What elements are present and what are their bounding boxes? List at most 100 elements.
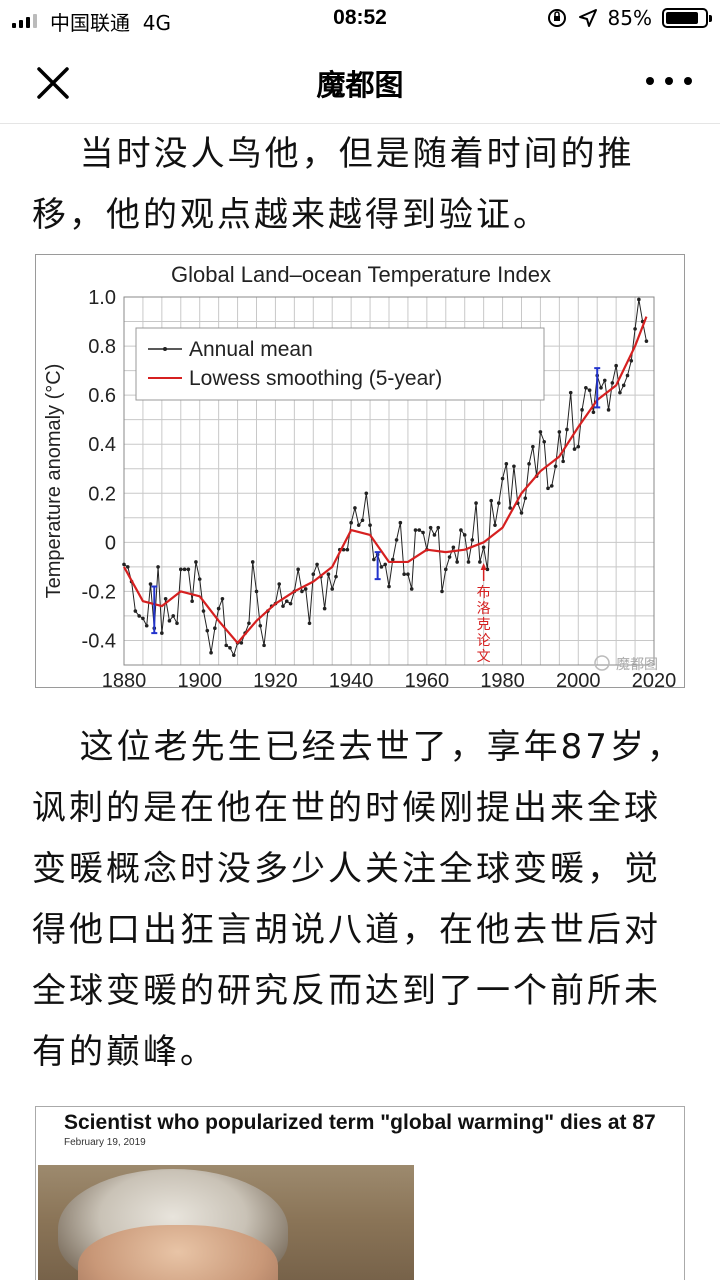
y-tick-label: 1.0 xyxy=(88,287,116,309)
annual-mean-point xyxy=(262,643,266,648)
annual-mean-point xyxy=(459,528,463,532)
annual-mean-point xyxy=(148,582,153,586)
annual-mean-point xyxy=(432,533,437,537)
annual-mean-point xyxy=(557,430,562,434)
annual-mean-point xyxy=(512,464,516,469)
orientation-lock-icon xyxy=(547,9,566,27)
annual-mean-point xyxy=(602,378,607,383)
annual-mean-point xyxy=(315,562,319,567)
annual-mean-point xyxy=(618,390,622,395)
battery-icon xyxy=(662,8,712,28)
annotation-char: 文 xyxy=(477,649,491,665)
annual-mean-point xyxy=(496,501,501,505)
annual-mean-point xyxy=(462,533,467,537)
annual-mean-point xyxy=(390,557,395,562)
annual-mean-point xyxy=(549,484,554,488)
annual-mean-point xyxy=(171,614,176,618)
annual-mean-point xyxy=(387,584,391,589)
annual-mean-point xyxy=(485,567,490,572)
article-paragraph-2: 这位老先生已经去世了，享年87岁，讽刺的是在他在世的时候刚提出来全球变暖概念时没… xyxy=(32,727,684,1072)
annual-mean-point xyxy=(428,525,433,530)
status-bar: 中国联通 4G 08:52 85% xyxy=(0,0,720,40)
annual-mean-point xyxy=(493,523,497,527)
close-button[interactable] xyxy=(30,60,76,106)
annual-mean-point xyxy=(178,567,183,572)
annual-mean-point xyxy=(296,567,300,572)
annual-mean-point xyxy=(247,621,251,626)
annual-mean-point xyxy=(360,518,365,523)
annual-mean-point xyxy=(489,498,494,503)
annual-mean-point xyxy=(379,565,384,569)
y-tick-label: 0 xyxy=(105,532,116,554)
annual-mean-point xyxy=(584,385,588,390)
y-tick-label: 0.6 xyxy=(88,385,116,407)
annual-mean-point xyxy=(156,565,160,569)
annual-mean-point xyxy=(572,447,577,451)
annual-mean-point xyxy=(443,567,448,572)
battery-percent: 85% xyxy=(607,6,652,30)
annual-mean-point xyxy=(288,601,293,606)
annual-mean-point xyxy=(565,427,569,432)
watermark-icon xyxy=(594,655,610,671)
annual-mean-point xyxy=(133,609,138,613)
annual-mean-point xyxy=(440,589,444,594)
annual-mean-point xyxy=(466,560,471,564)
annual-mean-point xyxy=(137,614,141,618)
annual-mean-point xyxy=(413,528,418,532)
annual-mean-point xyxy=(231,653,236,657)
annual-mean-point xyxy=(186,567,191,572)
annual-mean-point xyxy=(175,621,179,626)
legend-annual-marker xyxy=(163,347,167,351)
annual-mean-point xyxy=(144,623,149,628)
page-title: 魔都图 xyxy=(316,68,404,102)
legend-annual-label: Annual mean xyxy=(189,338,313,361)
carrier-name: 中国联通 xyxy=(50,11,130,35)
annual-mean-point xyxy=(205,628,210,633)
x-tick-label: 1880 xyxy=(102,670,147,689)
y-tick-label: 0.4 xyxy=(88,434,116,456)
annual-mean-point xyxy=(300,589,304,594)
annual-mean-point xyxy=(542,439,547,444)
annual-mean-point xyxy=(326,572,331,577)
annual-mean-point xyxy=(250,560,255,564)
annual-mean-point xyxy=(284,599,289,604)
more-icon xyxy=(646,77,654,85)
annual-mean-point xyxy=(197,577,202,581)
annual-mean-point xyxy=(481,545,486,550)
annual-mean-point xyxy=(228,646,232,650)
annotation-char: 布 xyxy=(477,585,491,601)
watermark-text: 魔都图 xyxy=(616,657,658,673)
annual-mean-point xyxy=(394,538,399,542)
annual-mean-point xyxy=(330,587,335,591)
legend-box xyxy=(135,327,545,401)
annual-mean-point xyxy=(576,444,581,449)
annual-mean-point xyxy=(322,606,327,611)
annotation-arrowhead xyxy=(480,563,487,570)
annual-mean-point xyxy=(599,385,603,390)
annual-mean-point xyxy=(504,462,509,466)
annual-mean-point xyxy=(125,565,130,569)
annotation-char: 论 xyxy=(477,633,491,649)
y-tick-label: 0.8 xyxy=(88,336,116,358)
annual-mean-point xyxy=(610,381,615,385)
annual-mean-point xyxy=(637,297,641,302)
annual-mean-point xyxy=(254,589,259,594)
annual-mean-point xyxy=(587,388,592,393)
annual-mean-point xyxy=(239,641,244,645)
annual-mean-point xyxy=(519,511,524,515)
close-icon xyxy=(37,67,69,99)
annual-mean-point xyxy=(474,501,478,505)
annual-mean-point xyxy=(258,623,263,628)
chart-legend: Annual mean Lowess smoothing (5-year) xyxy=(135,327,545,401)
annual-mean-point xyxy=(614,363,618,368)
annual-mean-point xyxy=(364,491,369,496)
more-options-button[interactable] xyxy=(646,70,692,92)
annual-mean-point xyxy=(182,567,187,572)
news-date: February 19, 2019 xyxy=(64,1137,146,1148)
annual-mean-point xyxy=(277,582,282,586)
annual-mean-point xyxy=(568,390,573,395)
x-tick-label: 2000 xyxy=(556,670,601,689)
annual-mean-point xyxy=(625,373,630,378)
nav-bar: 魔都图 xyxy=(0,40,720,124)
